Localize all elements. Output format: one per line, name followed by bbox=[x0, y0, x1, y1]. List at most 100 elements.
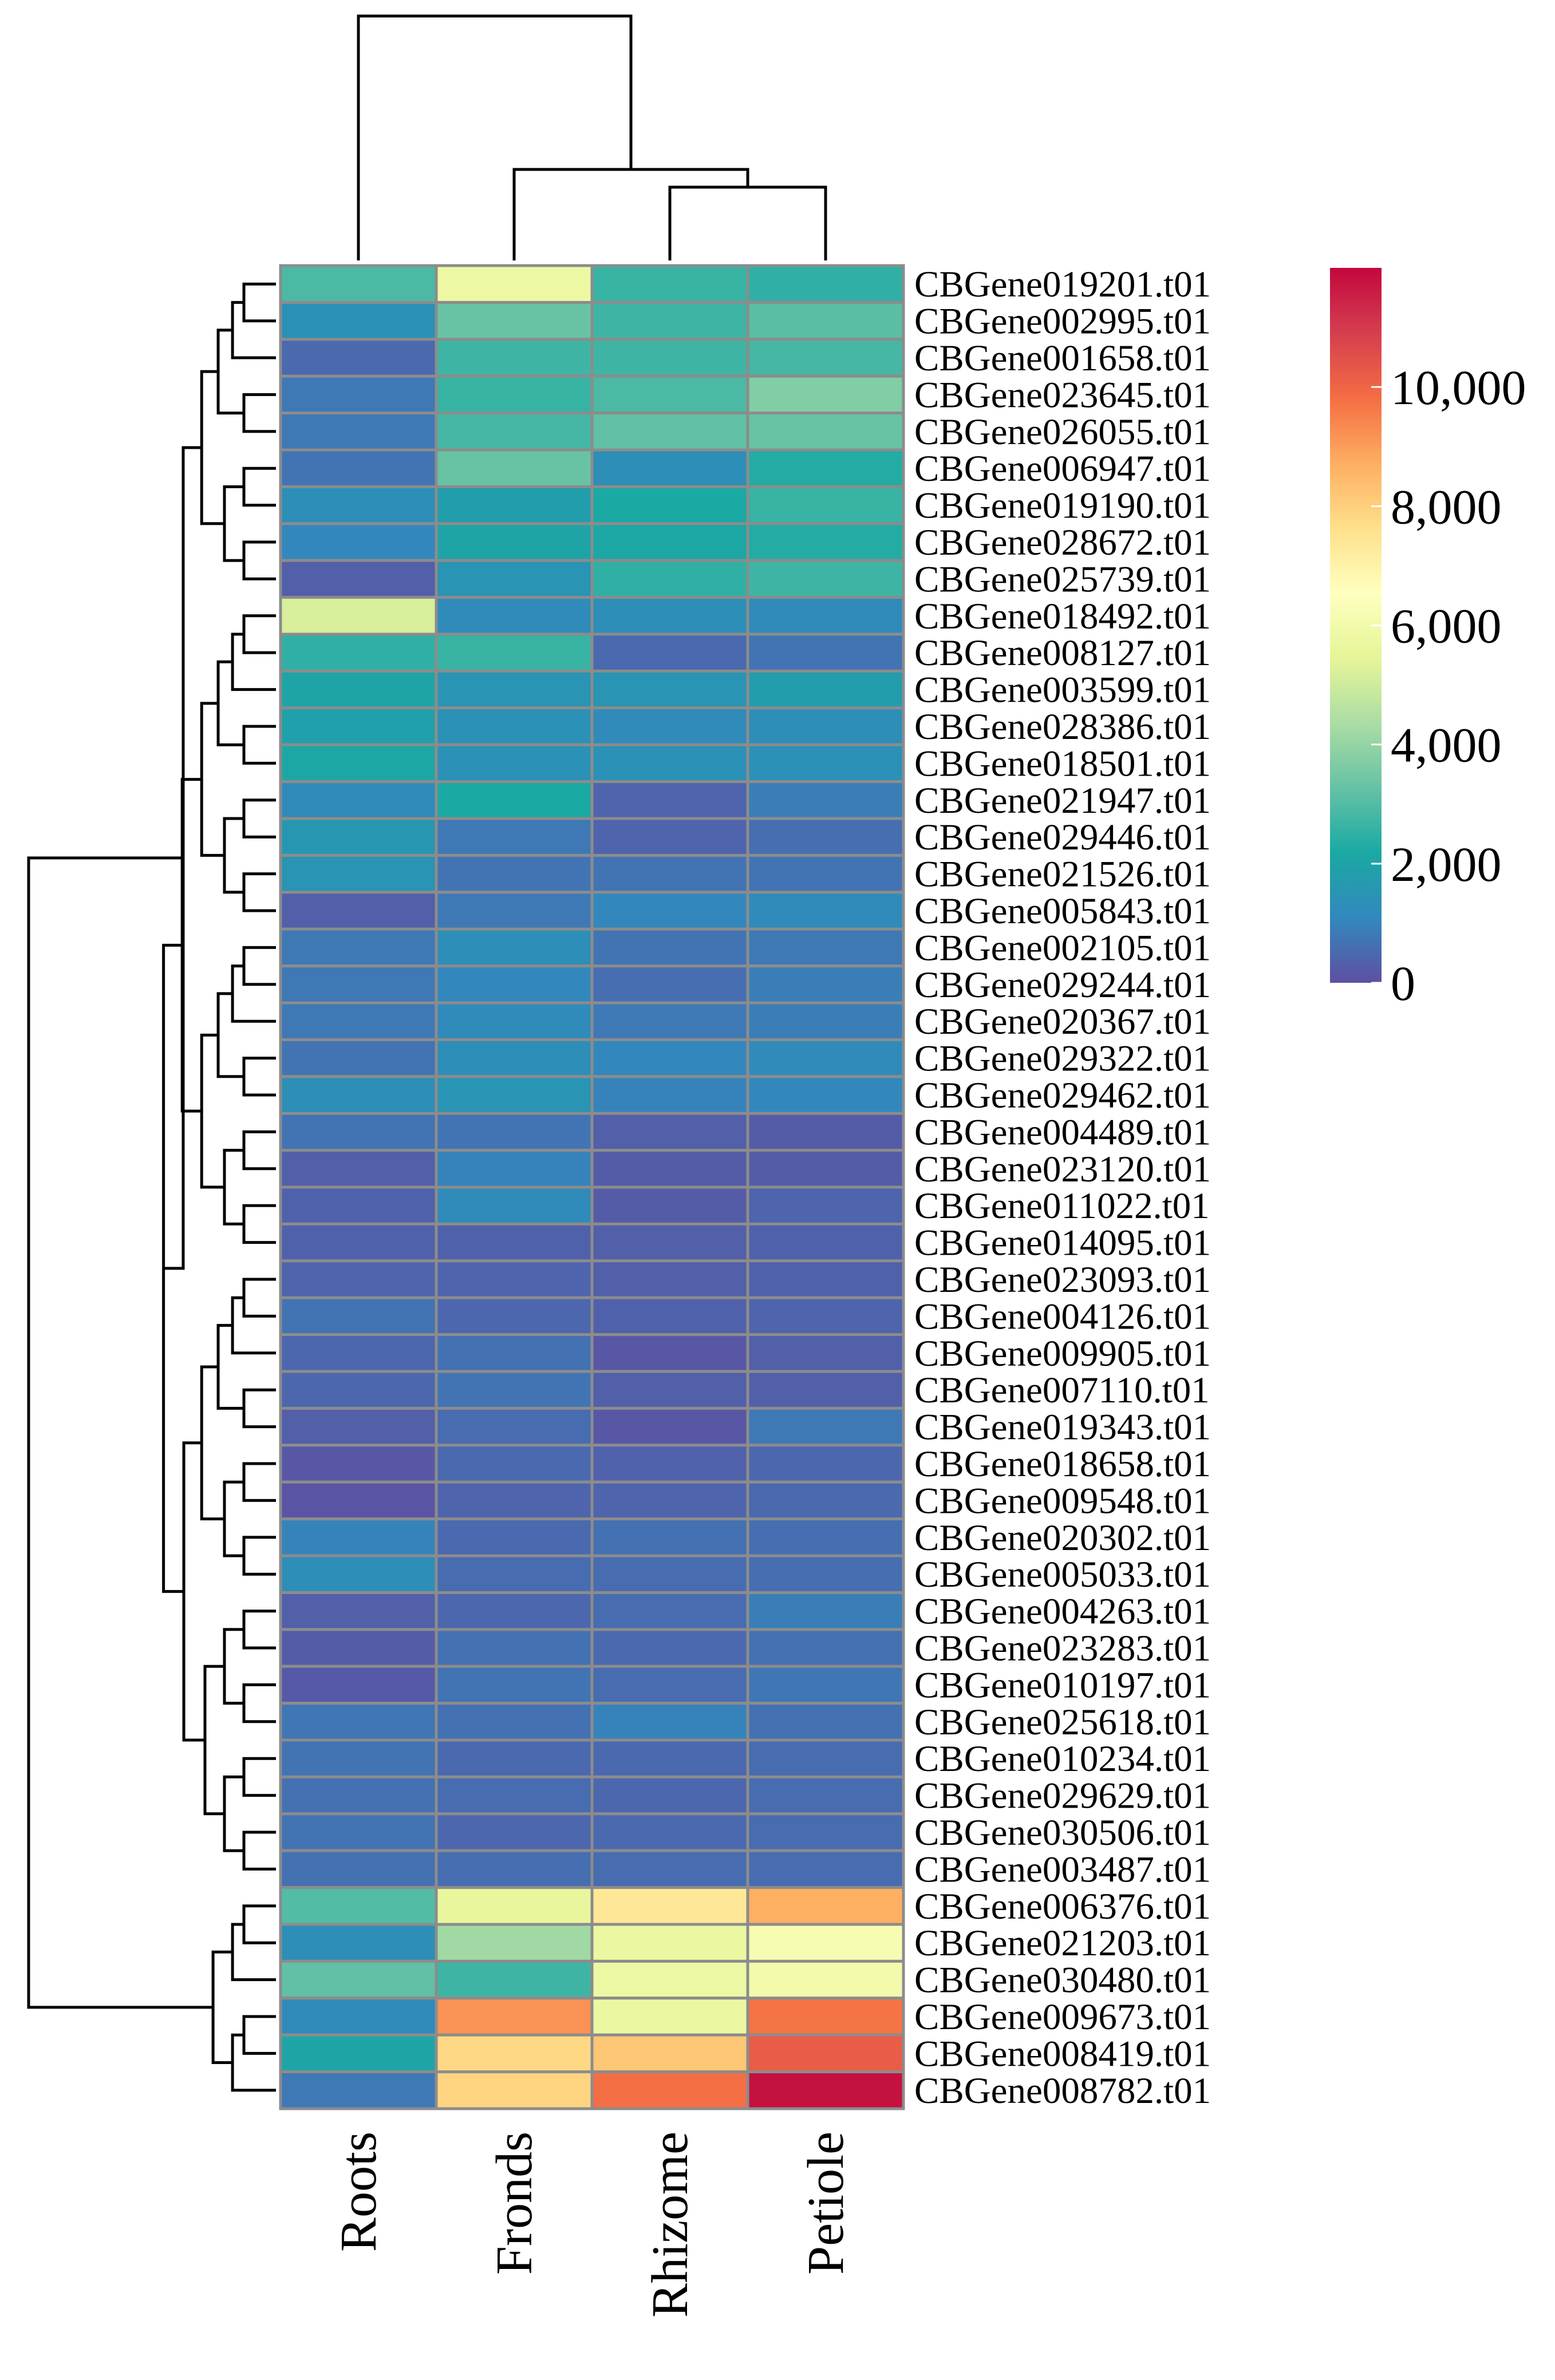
heatmap-cell bbox=[746, 891, 905, 931]
heatmap-cell bbox=[279, 1185, 438, 1225]
row-dendrogram-link bbox=[242, 1278, 276, 1318]
heatmap-cell bbox=[279, 2070, 438, 2110]
row-label: CBGene028386.t01 bbox=[914, 706, 1211, 748]
heatmap-cell bbox=[435, 817, 594, 857]
heatmap-cell bbox=[590, 1665, 749, 1705]
heatmap-cell bbox=[746, 1038, 905, 1078]
row-label: CBGene004126.t01 bbox=[914, 1296, 1211, 1337]
row-label: CBGene009673.t01 bbox=[914, 1996, 1211, 2038]
heatmap-cell bbox=[279, 1001, 438, 1041]
row-label: CBGene002995.t01 bbox=[914, 301, 1211, 342]
heatmap-cell bbox=[279, 706, 438, 746]
heatmap-cell bbox=[746, 1112, 905, 1152]
heatmap-cell bbox=[279, 1149, 438, 1189]
heatmap-cell bbox=[279, 1738, 438, 1778]
heatmap-cell bbox=[435, 1333, 594, 1373]
row-label: CBGene025618.t01 bbox=[914, 1702, 1211, 1743]
heatmap-cell bbox=[590, 1591, 749, 1631]
row-label: CBGene018658.t01 bbox=[914, 1444, 1211, 1485]
heatmap-cell bbox=[746, 1259, 905, 1299]
heatmap-cell bbox=[435, 1444, 594, 1484]
heatmap-cell bbox=[279, 780, 438, 820]
row-label: CBGene020302.t01 bbox=[914, 1517, 1211, 1559]
row-dendrogram-link bbox=[242, 2015, 276, 2055]
heatmap-cell bbox=[590, 559, 749, 599]
heatmap-cell bbox=[590, 1517, 749, 1557]
heatmap-cell bbox=[590, 1222, 749, 1263]
row-label: CBGene023093.t01 bbox=[914, 1259, 1211, 1300]
heatmap-cell bbox=[746, 669, 905, 710]
row-label: CBGene008127.t01 bbox=[914, 632, 1211, 674]
heatmap-cell bbox=[746, 448, 905, 488]
heatmap-cell bbox=[435, 338, 594, 378]
row-label: CBGene006947.t01 bbox=[914, 448, 1211, 489]
heatmap-cell bbox=[279, 964, 438, 1005]
heatmap-cell bbox=[279, 1333, 438, 1373]
row-label: CBGene029446.t01 bbox=[914, 817, 1211, 858]
heatmap-cell bbox=[435, 485, 594, 525]
row-label: CBGene021947.t01 bbox=[914, 780, 1211, 821]
heatmap-cell bbox=[590, 1996, 749, 2037]
heatmap-cell bbox=[590, 1959, 749, 2000]
row-dendrogram-link bbox=[242, 466, 276, 507]
heatmap-cell bbox=[746, 1370, 905, 1410]
heatmap-cell bbox=[435, 706, 594, 746]
heatmap-cell bbox=[746, 2070, 905, 2110]
heatmap-cell bbox=[746, 1406, 905, 1447]
heatmap-cell bbox=[590, 1923, 749, 1963]
row-label: CBGene018501.t01 bbox=[914, 743, 1211, 784]
heatmap-cell bbox=[279, 1444, 438, 1484]
heatmap-cell bbox=[279, 891, 438, 931]
heatmap-cell bbox=[279, 1112, 438, 1152]
row-label: CBGene025739.t01 bbox=[914, 559, 1211, 600]
heatmap-cell bbox=[590, 1259, 749, 1299]
heatmap-cell bbox=[746, 743, 905, 784]
heatmap-cell bbox=[279, 1849, 438, 1889]
heatmap-cell bbox=[279, 1038, 438, 1078]
heatmap-cell bbox=[746, 1149, 905, 1189]
heatmap-cell bbox=[746, 1628, 905, 1668]
heatmap-cell bbox=[435, 1628, 594, 1668]
heatmap-cell bbox=[746, 301, 905, 341]
row-dendrogram-link bbox=[231, 1296, 276, 1355]
heatmap-cell bbox=[590, 1812, 749, 1852]
heatmap-cell bbox=[435, 669, 594, 710]
heatmap-cell bbox=[590, 522, 749, 562]
heatmap-cell bbox=[590, 301, 749, 341]
row-label: CBGene004489.t01 bbox=[914, 1112, 1211, 1153]
row-dendrogram-link bbox=[242, 393, 276, 433]
heatmap-cell bbox=[746, 1333, 905, 1373]
heatmap-cell bbox=[435, 264, 594, 304]
row-dendrogram-link bbox=[162, 943, 184, 1593]
heatmap-cell bbox=[590, 1112, 749, 1152]
row-dendrogram-root bbox=[27, 856, 214, 2009]
heatmap-cell bbox=[435, 448, 594, 488]
heatmap-cell bbox=[279, 1886, 438, 1926]
heatmap-cell bbox=[746, 1738, 905, 1778]
heatmap-cell bbox=[279, 374, 438, 415]
heatmap-cell bbox=[435, 780, 594, 820]
heatmap-cell bbox=[435, 1554, 594, 1594]
heatmap-cell bbox=[746, 596, 905, 636]
row-dendrogram-link bbox=[242, 1057, 276, 1097]
column-dendrogram bbox=[357, 14, 827, 260]
heatmap-cell bbox=[590, 1001, 749, 1041]
column-dendrogram-link bbox=[357, 14, 633, 260]
row-dendrogram-link bbox=[242, 946, 276, 986]
heatmap-cell bbox=[590, 817, 749, 857]
heatmap-cell bbox=[435, 853, 594, 894]
column-label: Fronds bbox=[486, 2132, 543, 2275]
row-dendrogram-link bbox=[223, 1480, 244, 1557]
heatmap-cell bbox=[590, 412, 749, 452]
row-label: CBGene029244.t01 bbox=[914, 964, 1211, 1006]
heatmap-cell bbox=[590, 1444, 749, 1484]
heatmap-cell bbox=[590, 927, 749, 968]
heatmap-cell bbox=[435, 1849, 594, 1889]
column-label: Petiole bbox=[798, 2132, 854, 2275]
row-dendrogram-link bbox=[203, 1665, 224, 1816]
heatmap-cell bbox=[590, 2070, 749, 2110]
heatmap-cell bbox=[279, 1775, 438, 1816]
row-dendrogram-link bbox=[223, 1628, 244, 1705]
row-label: CBGene028672.t01 bbox=[914, 522, 1211, 563]
heatmap-cell bbox=[279, 412, 438, 452]
